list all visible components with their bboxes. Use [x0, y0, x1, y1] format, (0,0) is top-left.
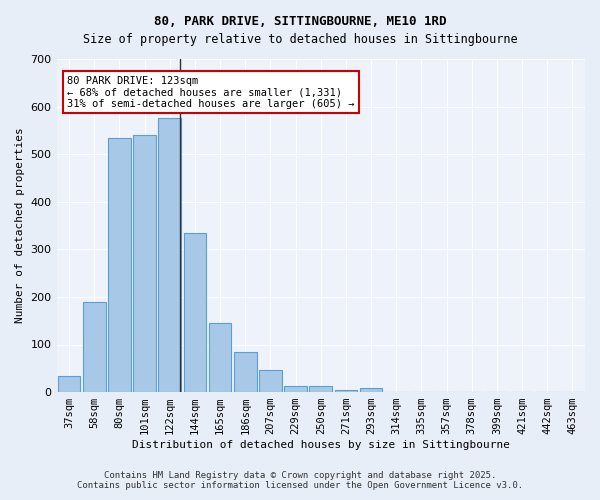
- Bar: [209, 323, 232, 392]
- Bar: [234, 352, 257, 392]
- Bar: [259, 370, 282, 392]
- Bar: [133, 135, 156, 392]
- Text: 80, PARK DRIVE, SITTINGBOURNE, ME10 1RD: 80, PARK DRIVE, SITTINGBOURNE, ME10 1RD: [154, 15, 446, 28]
- Bar: [83, 302, 106, 392]
- Bar: [158, 118, 181, 392]
- Bar: [284, 386, 307, 392]
- Bar: [310, 386, 332, 392]
- X-axis label: Distribution of detached houses by size in Sittingbourne: Distribution of detached houses by size …: [132, 440, 510, 450]
- Bar: [360, 388, 382, 392]
- Bar: [58, 376, 80, 392]
- Y-axis label: Number of detached properties: Number of detached properties: [15, 128, 25, 324]
- Text: 80 PARK DRIVE: 123sqm
← 68% of detached houses are smaller (1,331)
31% of semi-d: 80 PARK DRIVE: 123sqm ← 68% of detached …: [67, 76, 355, 109]
- Text: Contains HM Land Registry data © Crown copyright and database right 2025.
Contai: Contains HM Land Registry data © Crown c…: [77, 470, 523, 490]
- Bar: [184, 232, 206, 392]
- Bar: [335, 390, 357, 392]
- Text: Size of property relative to detached houses in Sittingbourne: Size of property relative to detached ho…: [83, 32, 517, 46]
- Bar: [108, 138, 131, 392]
